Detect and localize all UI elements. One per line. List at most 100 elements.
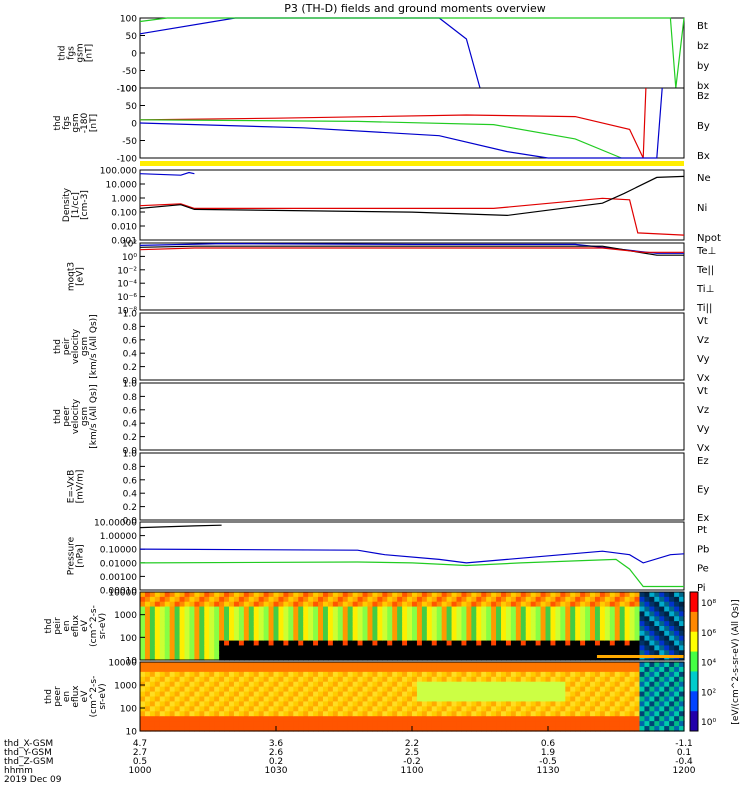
- peir_en-cell: [382, 655, 388, 661]
- peir_en-cell: [169, 592, 176, 598]
- peer_en-cell: [669, 711, 675, 717]
- peer_en-cell: [530, 721, 537, 727]
- peir_en-cell: [505, 611, 512, 617]
- peer_en-cell: [629, 716, 636, 722]
- peir_en-cell: [416, 616, 423, 622]
- peer_en-cell: [337, 666, 344, 673]
- peer_en-cell: [382, 662, 388, 668]
- peir_en-cell: [580, 606, 586, 613]
- peer_en-cell: [273, 666, 280, 673]
- peir_en-cell: [179, 655, 186, 661]
- peer_en-cell: [199, 716, 205, 722]
- peer_en-cell: [174, 686, 181, 693]
- peer_en-cell: [169, 726, 176, 732]
- peer_en-cell: [332, 701, 339, 707]
- peir_en-cell: [149, 645, 156, 651]
- peir_en-cell: [619, 640, 626, 647]
- peer_en-cell: [446, 662, 453, 668]
- peer_en-cell: [233, 701, 240, 707]
- peer_en-cell: [253, 662, 260, 668]
- fgsdsl-legend-Bx: Bx: [697, 151, 710, 162]
- peer_en-cell: [402, 666, 408, 673]
- peir_en-cell: [441, 592, 448, 598]
- peir_en-cell: [594, 616, 601, 622]
- peir_en-cell: [342, 645, 349, 651]
- peir_en-cell: [253, 621, 260, 627]
- peir_en-cell: [204, 601, 210, 608]
- peer_en-cell: [585, 721, 591, 727]
- peir_en-cell: [540, 616, 547, 622]
- peir_en-cell: [456, 596, 463, 603]
- peer_en-cell: [594, 686, 601, 693]
- peir_en-cell: [342, 616, 349, 622]
- peir_en-cell: [664, 616, 670, 622]
- peir_en-cell: [303, 621, 309, 627]
- peer_en-cell: [273, 676, 280, 683]
- peer_en-cell: [585, 666, 591, 673]
- peir_en-cell: [609, 596, 616, 603]
- peer_en-cell: [387, 662, 393, 668]
- peer_en-cell: [372, 696, 378, 703]
- peer_en-cell: [609, 721, 616, 727]
- peer_en-cell: [649, 706, 655, 712]
- peer_en-cell: [209, 662, 215, 668]
- peer_en-cell: [466, 662, 472, 668]
- peir_en-cell: [293, 626, 299, 632]
- peer_en-cell: [614, 706, 621, 712]
- peer_en-cell: [397, 681, 403, 688]
- peir_en-cell: [565, 611, 571, 617]
- peer_en-cell: [491, 691, 497, 698]
- peir_en-cell: [535, 592, 542, 598]
- peir_en-cell: [322, 601, 329, 608]
- peir_en-cell: [604, 650, 611, 656]
- peer_en-cell: [580, 721, 586, 727]
- temp-ytick-label: 10⁻⁸: [117, 307, 137, 317]
- peir_en-cell: [199, 592, 205, 598]
- peir_en-cell: [426, 601, 433, 608]
- peir_en-cell: [184, 596, 191, 603]
- peer_en-cell: [580, 706, 586, 712]
- peir_en-cell: [189, 621, 195, 627]
- peir_en-cell: [505, 606, 512, 613]
- peer_en-cell: [535, 662, 542, 668]
- peir_en-cell: [664, 596, 670, 603]
- peer_en-cell: [377, 721, 383, 727]
- peir_en-cell: [194, 621, 200, 627]
- temp-series-Te||: [139, 245, 684, 256]
- peir_en-cell: [510, 640, 517, 647]
- peer_en-cell: [199, 681, 205, 688]
- peir_en-cell: [164, 596, 171, 603]
- peer_en-cell: [209, 716, 215, 722]
- peer_en-cell: [520, 721, 527, 727]
- peer_en-cell: [629, 671, 636, 678]
- xaxis-value: 0.1: [677, 748, 691, 758]
- peir_en-cell: [407, 626, 413, 632]
- peer_en-cell: [402, 676, 408, 683]
- peir_en-cell: [308, 630, 314, 637]
- fgsdsl-ytick-label: 50: [126, 102, 138, 112]
- peer_en-cell: [258, 726, 265, 732]
- peer_en-cell: [407, 701, 413, 707]
- peir_en-ylabel-line: thd: [44, 619, 54, 634]
- peer_en-cell: [342, 681, 349, 688]
- peer_en-cell: [451, 676, 458, 683]
- peir_en-cell: [471, 606, 477, 613]
- peir_en-cell: [357, 655, 364, 661]
- peer_en-cell: [634, 691, 641, 698]
- colorbar-segment: [690, 631, 698, 653]
- peer_en-cell: [471, 671, 477, 678]
- xaxis-value: 1130: [537, 766, 560, 776]
- peer_en-cell: [322, 706, 329, 712]
- peir_en-cell: [471, 645, 477, 651]
- peer_en-cell: [575, 721, 581, 727]
- peer_en-cell: [525, 721, 532, 727]
- peir_en-cell: [248, 616, 255, 622]
- peer_en-cell: [599, 711, 606, 717]
- peir_en-cell: [318, 621, 324, 627]
- peer_en-cell: [372, 662, 378, 668]
- xaxis-value: -0.2: [403, 757, 421, 767]
- peer_en-cell: [446, 721, 453, 727]
- peer_en-cell: [392, 706, 398, 712]
- xaxis-value: -1.1: [675, 739, 693, 749]
- peir_en-cell: [669, 621, 675, 627]
